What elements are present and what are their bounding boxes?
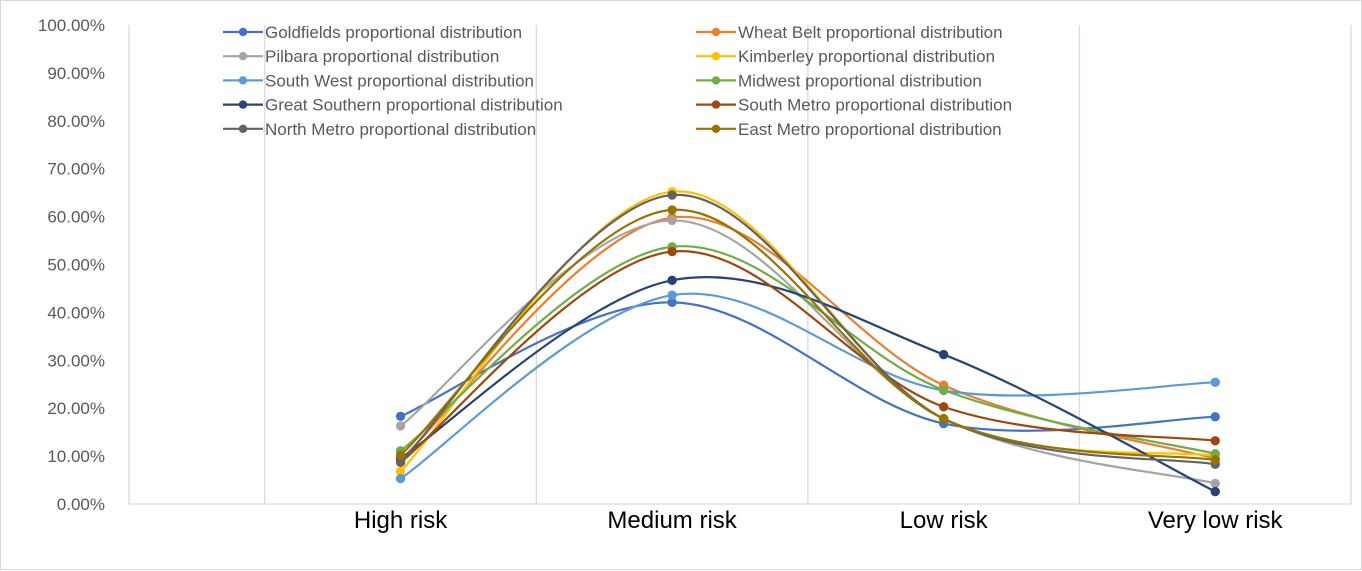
x-tick-label: Very low risk <box>1148 507 1284 534</box>
legend-marker <box>238 100 248 109</box>
series-line <box>399 292 1216 480</box>
legend-marker <box>238 124 248 133</box>
y-tick-label: 10.00% <box>47 447 105 466</box>
data-point-marker <box>667 290 677 300</box>
legend-marker <box>711 52 721 61</box>
legend-label: Wheat Belt proportional distribution <box>738 23 1003 42</box>
legend-label: Midwest proportional distribution <box>738 71 982 90</box>
axes: 0.00% 10.00% 20.00% 30.00% 40.00% 50.00% 60.00… <box>38 16 1351 534</box>
data-point-marker <box>938 385 949 395</box>
series-10 <box>395 205 1220 465</box>
series-line <box>399 219 1216 485</box>
y-tick-label: 0.00% <box>57 495 105 514</box>
x-tick-label: Medium risk <box>607 507 737 534</box>
legend-marker <box>711 76 721 85</box>
legend-marker <box>238 52 248 61</box>
data-point-marker <box>395 421 406 431</box>
legend-marker <box>711 100 721 109</box>
data-point-marker <box>667 275 677 286</box>
data-point-marker <box>395 411 406 422</box>
legend-label: South Metro proportional distribution <box>738 96 1012 115</box>
legend-marker <box>238 27 248 37</box>
gridlines <box>128 25 1352 504</box>
legend-entry: East Metro proportional distribution <box>696 120 1002 139</box>
legend-entry: North Metro proportional distribution <box>223 120 536 139</box>
data-point-marker <box>938 402 949 412</box>
y-tick-label: 70.00% <box>47 160 105 179</box>
legend-entry: Goldfields proportional distribution <box>223 23 522 42</box>
series-line <box>400 301 1216 432</box>
series-line <box>399 245 1216 455</box>
x-tick-label: Low risk <box>900 507 989 534</box>
legend-entry: Midwest proportional distribution <box>696 71 982 90</box>
legend-label: Great Southern proportional distribution <box>265 96 563 115</box>
legend-entry: Kimberley proportional distribution <box>696 47 995 66</box>
legend-entry: Great Southern proportional distribution <box>223 96 563 115</box>
y-tick-label: 20.00% <box>47 399 105 418</box>
data-point-marker <box>1210 377 1220 388</box>
legend-marker <box>711 124 721 133</box>
legend-entry: Wheat Belt proportional distribution <box>696 23 1003 42</box>
series-line <box>399 208 1216 462</box>
series-lines <box>395 186 1220 497</box>
series-line <box>399 250 1216 464</box>
legend-marker <box>238 76 248 85</box>
legend-label: Kimberley proportional distribution <box>738 47 995 66</box>
legend-marker <box>711 27 721 37</box>
series-line <box>399 193 1216 466</box>
legend: Goldfields proportional distribution Whea… <box>223 23 1012 139</box>
legend-label: East Metro proportional distribution <box>738 120 1002 139</box>
legend-label: South West proportional distribution <box>265 71 534 90</box>
legend-label: Pilbara proportional distribution <box>265 47 499 66</box>
data-point-marker <box>667 246 677 257</box>
data-point-marker <box>1210 486 1220 497</box>
y-tick-label: 90.00% <box>47 64 105 83</box>
x-tick-label: High risk <box>354 507 448 534</box>
y-tick-label: 60.00% <box>47 208 105 227</box>
series-line <box>399 276 1216 493</box>
data-point-marker <box>1210 412 1220 422</box>
legend-entry: Pilbara proportional distribution <box>223 47 499 66</box>
legend-entry: South Metro proportional distribution <box>696 96 1012 115</box>
data-point-marker <box>395 450 406 460</box>
y-tick-label: 50.00% <box>47 256 105 275</box>
legend-entry: South West proportional distribution <box>223 71 534 90</box>
data-point-marker <box>1210 478 1220 489</box>
y-tick-label: 100.00% <box>38 16 105 35</box>
data-point-marker <box>938 349 949 360</box>
data-point-marker <box>395 473 406 484</box>
legend-label: Goldfields proportional distribution <box>265 23 522 42</box>
legend-label: North Metro proportional distribution <box>265 120 536 139</box>
y-tick-label: 40.00% <box>47 303 105 322</box>
data-point-marker <box>667 190 677 200</box>
data-point-marker <box>667 215 677 226</box>
data-point-marker <box>1210 436 1220 446</box>
data-point-marker <box>1210 455 1220 465</box>
data-point-marker <box>667 205 677 215</box>
data-point-marker <box>938 414 949 424</box>
y-tick-label: 30.00% <box>47 351 105 370</box>
y-tick-label: 80.00% <box>47 112 105 131</box>
